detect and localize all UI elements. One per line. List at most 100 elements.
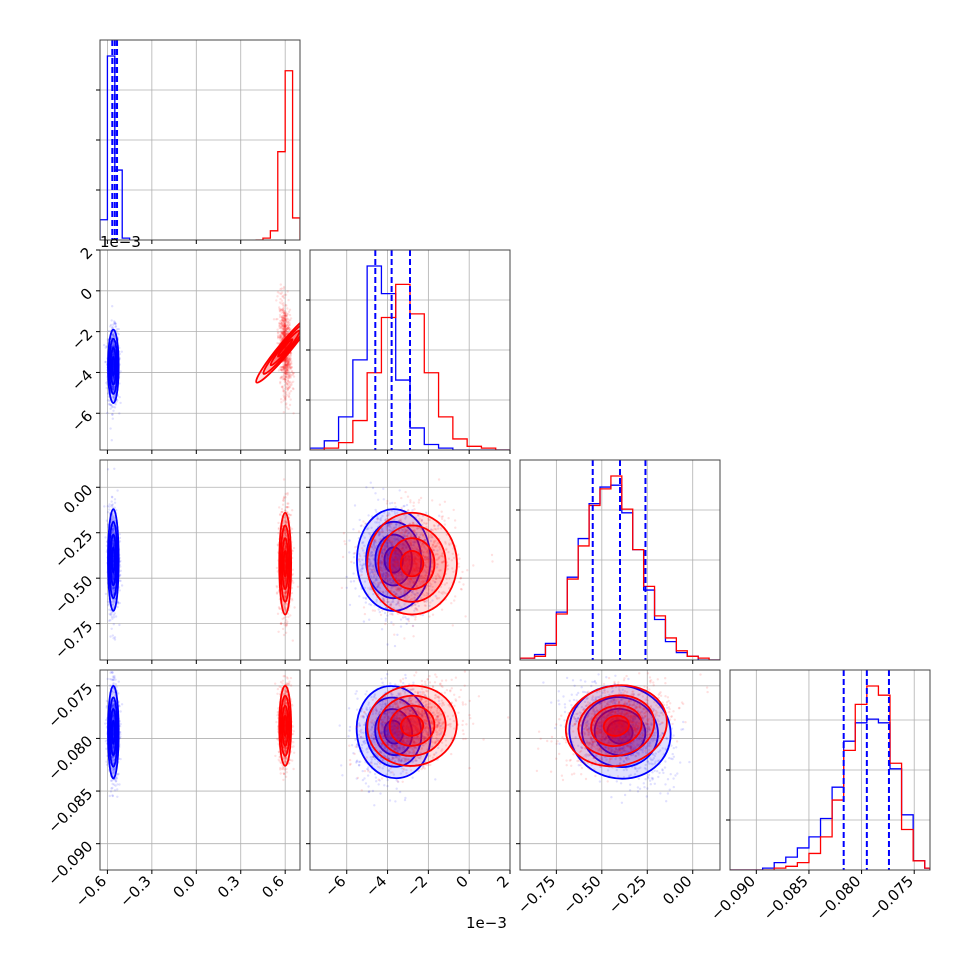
scatter-point — [283, 330, 286, 333]
scatter-point — [111, 529, 114, 533]
scatter-point — [284, 328, 288, 332]
scatter-point — [283, 605, 286, 608]
scatter-point — [285, 533, 288, 537]
scatter-point — [278, 308, 281, 311]
scatter-point — [374, 508, 377, 512]
scatter-point — [281, 337, 284, 341]
scatter-point — [284, 403, 288, 406]
scatter-point — [283, 547, 287, 550]
scatter-point — [289, 354, 292, 357]
scatter-point — [361, 547, 364, 550]
scatter-point — [111, 389, 115, 392]
scatter-point — [281, 295, 284, 298]
scatter-point — [283, 360, 286, 363]
scatter-point — [282, 499, 285, 502]
scatter-point — [287, 360, 291, 363]
scatter-point — [283, 333, 286, 336]
scatter-point — [105, 345, 108, 348]
scatter-point — [279, 297, 282, 301]
scatter-point — [280, 329, 283, 333]
scatter-point — [296, 585, 300, 588]
contour-line — [111, 546, 116, 574]
scatter-point — [111, 526, 115, 529]
scatter-point — [284, 359, 287, 362]
scatter-point — [289, 374, 292, 377]
scatter-point — [284, 329, 288, 333]
scatter-point — [279, 336, 282, 339]
scatter-point — [106, 505, 110, 508]
scatter-point — [286, 359, 289, 362]
scatter-point — [289, 352, 293, 355]
scatter-point — [279, 334, 283, 337]
scatter-point — [112, 573, 115, 577]
scatter-point — [283, 312, 286, 315]
scatter-point — [283, 520, 287, 523]
scatter-point — [281, 327, 285, 330]
scatter-point — [282, 327, 286, 330]
scatter-point — [282, 333, 285, 336]
scatter-point — [112, 543, 115, 546]
scatter-point — [112, 394, 115, 398]
scatter-point — [282, 377, 285, 381]
scatter-point — [283, 333, 286, 336]
scatter-point — [280, 368, 283, 372]
scatter-point — [282, 373, 286, 377]
scatter-point — [291, 579, 294, 583]
scatter-point — [283, 521, 286, 524]
scatter-point — [277, 526, 281, 530]
scatter-point — [383, 611, 387, 615]
scatter-point — [283, 534, 286, 537]
scatter-point — [285, 370, 288, 373]
scatter-point — [282, 316, 285, 320]
contour-line — [262, 321, 300, 375]
scatter-point — [281, 338, 284, 341]
scatter-point — [283, 578, 287, 581]
scatter-point — [111, 527, 114, 531]
scatter-point — [285, 312, 289, 315]
scatter-point — [110, 517, 114, 520]
scatter-point — [284, 609, 287, 613]
scatter-point — [287, 387, 290, 390]
scatter-point — [275, 586, 279, 589]
scatter-point — [111, 326, 114, 329]
scatter-point — [284, 375, 287, 378]
scatter-point — [283, 324, 286, 327]
scatter-point — [111, 591, 115, 594]
scatter-point — [285, 623, 289, 627]
scatter-point — [391, 501, 394, 505]
scatter-point — [284, 310, 287, 313]
scatter-point — [285, 373, 288, 376]
scatter-point — [405, 622, 408, 625]
scatter-point — [281, 331, 285, 334]
scatter-point — [291, 573, 295, 576]
scatter-point — [399, 618, 403, 621]
scatter-point — [288, 367, 291, 370]
scatter-point — [279, 283, 282, 286]
scatter-point — [284, 332, 287, 335]
scatter-point — [288, 371, 291, 374]
scatter-point — [285, 323, 288, 327]
scatter-point — [284, 590, 288, 594]
scatter-point — [283, 331, 286, 335]
scatter-point — [287, 386, 290, 390]
scatter-point — [106, 468, 110, 471]
scatter-point — [292, 372, 295, 375]
scatter-point — [282, 333, 285, 336]
scatter-point — [288, 358, 291, 362]
scatter-point — [285, 314, 288, 318]
scatter-point — [282, 365, 285, 368]
panel-frame — [99, 459, 301, 661]
scatter-point — [283, 376, 286, 379]
scatter-point — [394, 603, 398, 606]
scatter-point — [112, 541, 115, 544]
scatter-point — [290, 369, 294, 373]
scatter-point — [288, 381, 291, 385]
scatter-point — [284, 359, 287, 362]
scatter-point — [284, 589, 288, 592]
scatter-point — [287, 356, 290, 360]
scatter-point — [282, 522, 285, 525]
scatter-point — [276, 317, 279, 321]
scatter-point — [116, 399, 119, 402]
scatter-point — [284, 577, 287, 581]
scatter-point — [288, 327, 291, 330]
